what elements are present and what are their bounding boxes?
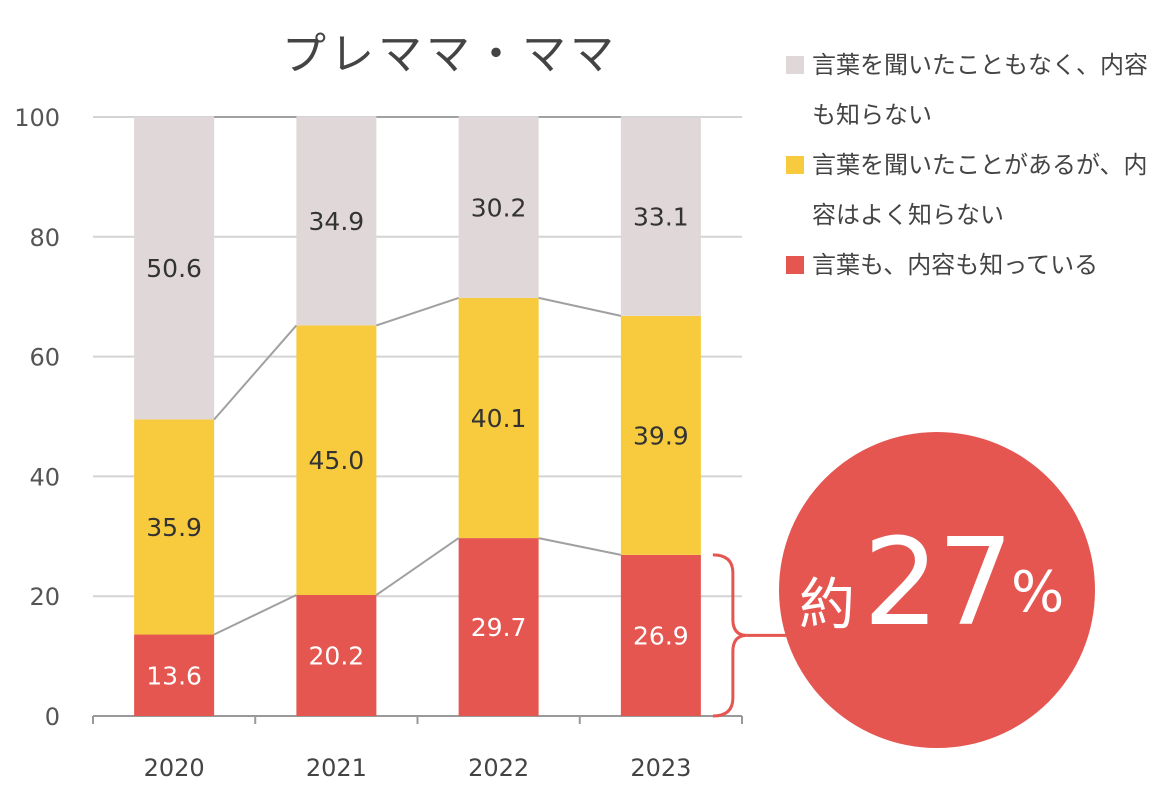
x-tick-label: 2021	[306, 754, 367, 782]
legend-swatch-heard	[786, 156, 804, 174]
bar-unknown	[296, 117, 377, 326]
bar-unknown	[134, 117, 215, 420]
legend-item-known: 言葉も、内容も知っている	[786, 240, 1166, 290]
bar-heard	[620, 315, 701, 555]
y-tick-label: 100	[14, 104, 60, 132]
data-label: 45.0	[309, 446, 365, 475]
callout-unit: %	[1011, 560, 1065, 625]
x-tick-label: 2022	[468, 754, 529, 782]
data-label: 29.7	[471, 613, 527, 642]
data-label: 35.9	[146, 513, 202, 542]
series-connector-line	[375, 537, 460, 596]
bar-unknown	[620, 117, 701, 316]
x-tick-label: 2020	[144, 754, 205, 782]
y-tick-label: 0	[45, 703, 60, 731]
callout-value: 27	[863, 514, 1014, 653]
bar-heard	[134, 419, 215, 635]
data-label: 26.9	[633, 621, 689, 650]
series-connector-line	[538, 537, 622, 556]
data-label: 40.1	[471, 404, 527, 433]
series-connector-line	[376, 296, 459, 327]
callout-prefix: 約	[799, 573, 855, 638]
x-tick-label: 2023	[630, 754, 691, 782]
legend-swatch-known	[786, 256, 804, 274]
bar-known	[296, 595, 377, 716]
data-label: 20.2	[309, 642, 365, 671]
y-tick-label: 80	[29, 224, 60, 252]
legend-item-unknown: 言葉を聞いたこともなく、内容も知らない	[786, 40, 1166, 140]
legend-label-heard: 言葉を聞いたことがあるが、内容はよく知らない	[812, 151, 1148, 229]
series-connector-line	[538, 296, 622, 317]
bar-unknown	[458, 117, 539, 298]
series-connector-line	[213, 594, 297, 636]
legend-swatch-unknown	[786, 56, 804, 74]
bar-known	[134, 634, 215, 716]
percentage-callout: 約 27 %	[779, 432, 1095, 748]
y-tick-label: 60	[29, 344, 60, 372]
data-label: 30.2	[471, 193, 527, 222]
legend-label-known: 言葉も、内容も知っている	[812, 251, 1099, 279]
data-label: 39.9	[633, 421, 689, 450]
chart-title: プレママ・ママ	[282, 29, 618, 80]
data-label: 50.6	[146, 254, 202, 283]
bar-known	[620, 554, 701, 716]
data-label: 33.1	[633, 203, 689, 232]
legend: 言葉を聞いたこともなく、内容も知らない 言葉を聞いたことがあるが、内容はよく知ら…	[786, 40, 1166, 290]
bar-heard	[296, 325, 377, 596]
y-tick-label: 40	[29, 463, 60, 491]
series-connector-line	[213, 324, 298, 421]
legend-item-heard: 言葉を聞いたことがあるが、内容はよく知らない	[786, 140, 1166, 240]
bar-heard	[458, 297, 539, 539]
data-label: 34.9	[309, 207, 365, 236]
data-label: 13.6	[146, 661, 202, 690]
legend-label-unknown: 言葉を聞いたこともなく、内容も知らない	[812, 51, 1148, 129]
callout-bracket	[712, 553, 747, 718]
y-tick-label: 20	[29, 583, 60, 611]
bar-known	[458, 538, 539, 716]
